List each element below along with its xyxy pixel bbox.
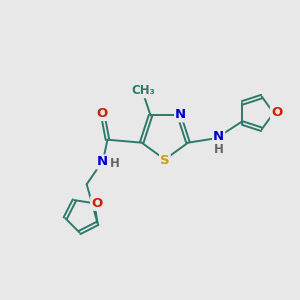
Text: O: O bbox=[271, 106, 282, 119]
Text: CH₃: CH₃ bbox=[131, 84, 155, 97]
Text: S: S bbox=[160, 154, 170, 166]
Text: O: O bbox=[97, 107, 108, 120]
Text: H: H bbox=[110, 157, 119, 170]
Text: N: N bbox=[175, 108, 186, 121]
Text: N: N bbox=[97, 155, 108, 169]
Text: H: H bbox=[214, 143, 224, 156]
Text: N: N bbox=[213, 130, 224, 143]
Text: O: O bbox=[91, 197, 102, 210]
